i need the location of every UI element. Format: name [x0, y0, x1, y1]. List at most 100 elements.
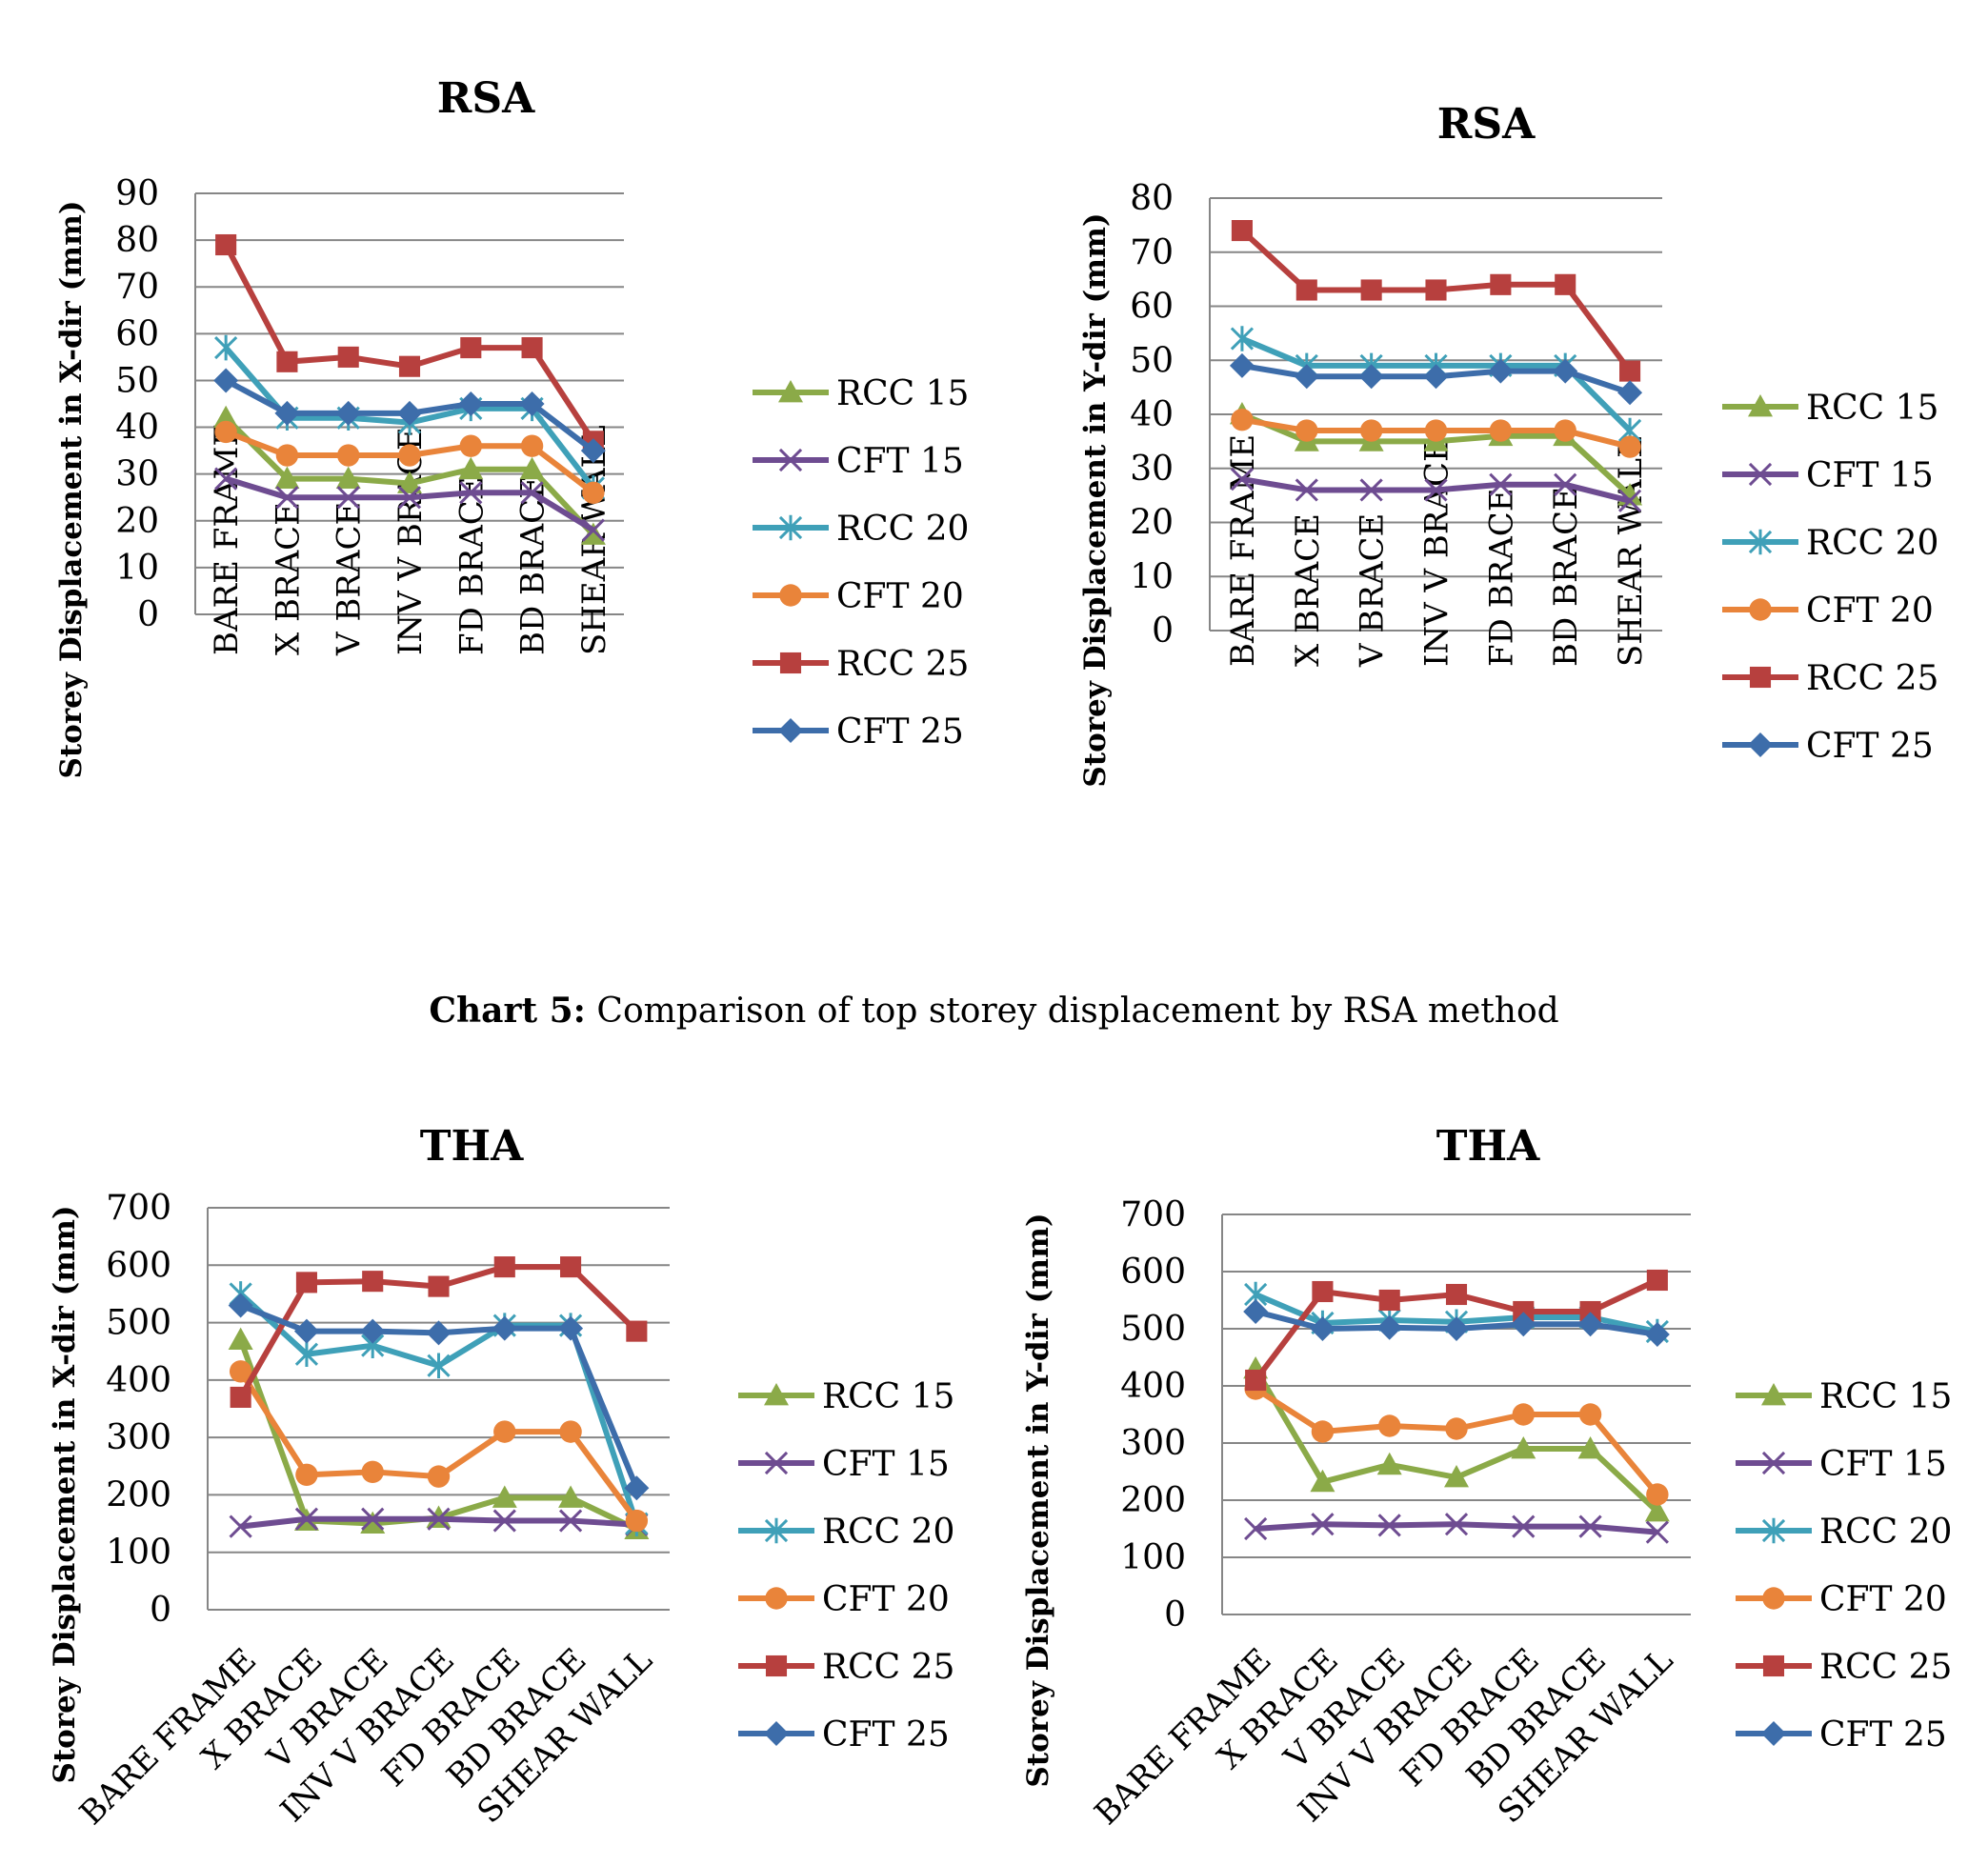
- data-point: [519, 391, 545, 416]
- data-point: [1294, 364, 1319, 390]
- legend-item: CFT 15: [753, 442, 964, 481]
- caption-label: Chart 5:: [429, 991, 586, 1031]
- legend-marker: [1761, 1451, 1786, 1475]
- data-point: [492, 1509, 516, 1533]
- legend-marker: [779, 584, 802, 607]
- data-point: [213, 405, 239, 429]
- data-point: [360, 1511, 386, 1534]
- data-point: [397, 400, 422, 426]
- y-tick-label: 700: [1120, 1195, 1186, 1234]
- data-point: [427, 1507, 451, 1531]
- data-point: [427, 1465, 451, 1488]
- x-tick-label: FD BRACE: [1482, 488, 1520, 667]
- data-point: [1359, 419, 1383, 442]
- series-rcc-15: [1243, 1356, 1670, 1522]
- data-point: [214, 420, 237, 444]
- data-point: [1554, 419, 1576, 442]
- data-point: [493, 1420, 516, 1443]
- legend-item: RCC 15: [753, 374, 969, 413]
- legend-marker: [1749, 666, 1772, 689]
- y-tick-label: 0: [1164, 1595, 1186, 1634]
- y-axis-title: Storey Displacement in X-dir (mm): [54, 200, 89, 778]
- data-point: [1444, 1316, 1469, 1341]
- y-tick-label: 10: [115, 549, 159, 588]
- x-tick-label: INV V BRACE: [1418, 438, 1456, 667]
- series-cft-25: [1229, 352, 1643, 406]
- data-point: [228, 1327, 253, 1351]
- data-point: [275, 486, 299, 510]
- data-point: [560, 1256, 582, 1278]
- data-point: [520, 481, 544, 505]
- legend-marker: [764, 1721, 789, 1746]
- data-point: [398, 355, 421, 377]
- data-point: [1444, 1465, 1469, 1488]
- legend-marker: [1761, 1517, 1786, 1544]
- data-point: [460, 337, 482, 359]
- y-tick-label: 70: [1130, 233, 1174, 272]
- data-point: [295, 1272, 317, 1293]
- y-tick-label: 20: [1130, 504, 1174, 543]
- legend-marker: [765, 1654, 788, 1677]
- data-point: [1489, 472, 1513, 496]
- legend-item: RCC 20: [1722, 524, 1938, 563]
- series-cft-20: [1244, 1377, 1669, 1506]
- x-tick-label: V BRACE: [1354, 513, 1392, 668]
- series-cft-25: [1243, 1299, 1670, 1347]
- legend-label: CFT 25: [1819, 1715, 1947, 1755]
- y-tick-label: 200: [106, 1475, 171, 1514]
- data-point: [1644, 1499, 1670, 1522]
- data-point: [459, 434, 482, 457]
- y-tick-label: 60: [1130, 288, 1174, 327]
- data-point: [1378, 1414, 1401, 1437]
- series-rcc-15: [213, 405, 606, 545]
- legend-label: CFT 25: [822, 1715, 950, 1755]
- series-cft-20: [214, 420, 605, 505]
- data-point: [521, 337, 543, 359]
- data-point: [1489, 419, 1513, 442]
- series-cft-20: [1231, 408, 1641, 458]
- y-tick-label: 90: [115, 174, 159, 213]
- legend-label: CFT 15: [836, 442, 964, 481]
- data-point: [1360, 279, 1382, 301]
- y-tick-label: 80: [1130, 179, 1174, 218]
- data-point: [1311, 1513, 1335, 1536]
- y-tick-label: 0: [137, 595, 159, 634]
- data-point: [582, 481, 605, 505]
- data-point: [581, 518, 605, 542]
- data-point: [274, 466, 300, 489]
- legend-marker: [779, 652, 802, 674]
- data-point: [558, 1315, 584, 1341]
- data-point: [1645, 1520, 1669, 1544]
- data-point: [458, 391, 484, 416]
- legend-marker: [764, 1517, 789, 1544]
- legend-label: RCC 25: [836, 645, 969, 684]
- legend-item: RCC 15: [1722, 389, 1938, 428]
- data-point: [1230, 326, 1255, 351]
- x-tick-label: BD BRACE: [514, 475, 552, 655]
- legend-marker: [1748, 529, 1773, 555]
- y-tick-label: 300: [1120, 1424, 1186, 1463]
- legend-marker: [1748, 394, 1773, 417]
- data-point: [428, 1275, 450, 1297]
- legend-marker: [1748, 732, 1773, 757]
- data-point: [580, 438, 606, 464]
- x-tick-label: V BRACE: [331, 502, 369, 656]
- legend-label: RCC 15: [1806, 389, 1938, 428]
- legend-marker: [778, 380, 803, 403]
- data-point: [1376, 1314, 1402, 1340]
- y-tick-label: 0: [150, 1591, 171, 1630]
- data-point: [1617, 489, 1642, 512]
- legend-item: RCC 25: [738, 1648, 954, 1687]
- data-point: [337, 444, 360, 467]
- y-tick-label: 400: [1120, 1367, 1186, 1406]
- data-point: [1359, 478, 1383, 502]
- data-point: [1646, 1269, 1668, 1292]
- legend-item: CFT 20: [1722, 592, 1934, 631]
- data-point: [1229, 352, 1255, 378]
- data-point: [459, 481, 483, 505]
- series-rcc-25: [1231, 220, 1641, 382]
- data-point: [493, 1256, 515, 1278]
- legend-marker: [1762, 1587, 1785, 1610]
- legend-item: CFT 25: [1722, 727, 1934, 766]
